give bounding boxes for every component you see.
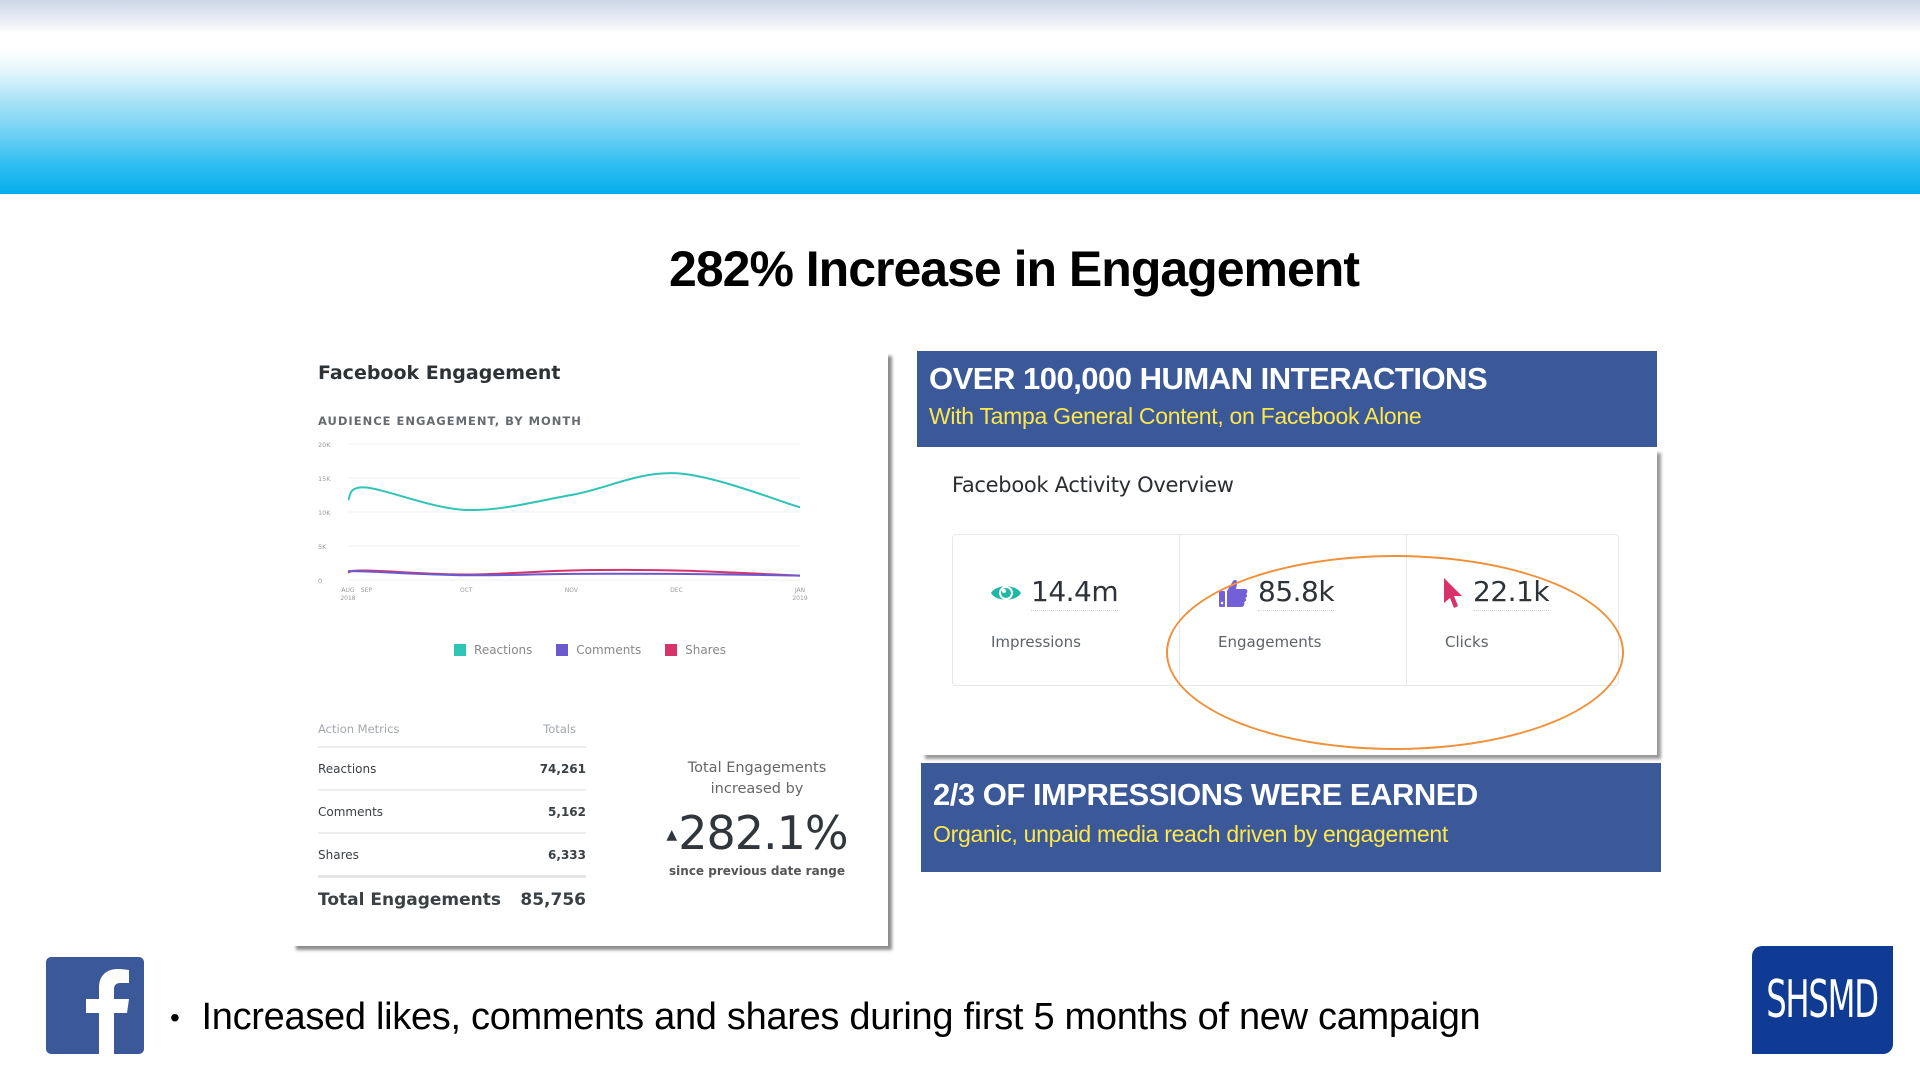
increase-label-line1: Total Engagements <box>687 760 827 776</box>
x-tick-label: DEC <box>670 587 683 594</box>
column-header-totals: Totals <box>543 722 576 736</box>
card-title: Facebook Engagement <box>318 362 561 384</box>
interactions-banner: OVER 100,000 HUMAN INTERACTIONS With Tam… <box>917 351 1657 447</box>
y-tick-label: 5K <box>318 543 327 551</box>
table-row: Reactions 74,261 <box>318 748 586 791</box>
legend-swatch <box>665 644 678 656</box>
action-metrics-table: Action Metrics Totals Reactions 74,261 C… <box>318 722 586 922</box>
table-header: Action Metrics Totals <box>318 722 586 748</box>
table-row: Shares 6,333 <box>318 834 586 878</box>
up-arrow-icon: ▲ <box>666 827 677 843</box>
y-tick-label: 15K <box>318 475 331 483</box>
column-header-metric: Action Metrics <box>318 722 400 736</box>
y-tick-label: 20K <box>318 441 331 449</box>
stat-engagements: 85.8k Engagements <box>1180 535 1407 685</box>
bullet-icon: • <box>170 1001 180 1033</box>
x-tick-label-year: 2019 <box>792 595 807 602</box>
stat-impressions: 14.4m Impressions <box>953 535 1180 685</box>
increase-label-line2: increased by <box>710 781 804 797</box>
bullet-point: • Increased likes, comments and shares d… <box>170 996 1481 1039</box>
stat-row: 22.1k <box>1441 575 1550 611</box>
banner-headline: 2/3 OF IMPRESSIONS WERE EARNED <box>933 777 1478 812</box>
banner-subline: Organic, unpaid media reach driven by en… <box>933 821 1448 847</box>
series-line-reactions <box>347 472 801 512</box>
row-label: Comments <box>318 804 384 819</box>
legend-item-shares: Shares <box>665 643 726 657</box>
increase-value: 282.1% <box>678 806 848 860</box>
x-tick-label: OCT <box>460 587 473 594</box>
legend-item-reactions: Reactions <box>454 643 532 657</box>
thumbs-up-icon <box>1216 576 1250 610</box>
increase-summary: Total Engagements increased by ▲ 282.1% … <box>632 758 882 878</box>
stat-label: Engagements <box>1218 633 1322 651</box>
stat-row: 14.4m <box>989 575 1119 611</box>
legend-item-comments: Comments <box>556 643 641 657</box>
activity-title: Facebook Activity Overview <box>952 473 1234 497</box>
bullet-text: Increased likes, comments and shares dur… <box>201 996 1481 1038</box>
stat-row: 85.8k <box>1216 575 1335 611</box>
slide-title: 282% Increase in Engagement <box>669 241 1360 297</box>
table-total-row: Total Engagements 85,756 <box>318 878 586 922</box>
total-label: Total Engagements <box>318 890 502 910</box>
stat-value: 14.4m <box>1031 575 1119 611</box>
earned-impressions-banner: 2/3 OF IMPRESSIONS WERE EARNED Organic, … <box>921 763 1661 872</box>
x-tick-label-year: 2018 <box>340 595 355 602</box>
legend-swatch <box>556 644 569 656</box>
increase-value-row: ▲ 282.1% <box>632 806 882 860</box>
x-tick-label: NOV <box>565 587 579 594</box>
shsmd-logo: SHSMD <box>1752 946 1893 1054</box>
facebook-engagement-card: Facebook Engagement AUDIENCE ENGAGEMENT,… <box>292 352 888 946</box>
x-tick-label: AUG <box>341 587 354 594</box>
eye-icon <box>989 576 1023 610</box>
activity-stats-grid: 14.4m Impressions 85.8k Engagements 22.1… <box>952 534 1619 686</box>
stat-value: 22.1k <box>1473 575 1550 611</box>
row-value: 5,162 <box>548 804 586 819</box>
y-tick-label: 10K <box>318 509 331 517</box>
stat-label: Clicks <box>1445 633 1489 651</box>
chart-legend: Reactions Comments Shares <box>292 643 888 659</box>
facebook-f-glyph <box>86 969 129 1054</box>
legend-label: Shares <box>685 643 726 657</box>
x-tick-label: JAN <box>794 587 805 594</box>
banner-headline: OVER 100,000 HUMAN INTERACTIONS <box>929 361 1488 396</box>
total-value: 85,756 <box>520 890 586 910</box>
legend-label: Reactions <box>474 643 533 657</box>
banner-subline: With Tampa General Content, on Facebook … <box>929 403 1422 429</box>
table-row: Comments 5,162 <box>318 791 586 834</box>
row-value: 74,261 <box>539 761 586 776</box>
facebook-activity-overview-card: Facebook Activity Overview 14.4m Impress… <box>921 449 1657 755</box>
y-tick-label: 0 <box>318 577 322 585</box>
legend-swatch <box>454 644 467 656</box>
row-label: Shares <box>318 847 359 862</box>
x-tick-label: SEP <box>361 587 373 594</box>
header-gradient-band <box>0 0 1920 194</box>
facebook-logo-icon: f <box>46 957 144 1054</box>
stat-clicks: 22.1k Clicks <box>1407 535 1618 685</box>
stat-value: 85.8k <box>1258 575 1335 611</box>
row-value: 6,333 <box>548 847 586 862</box>
cursor-icon <box>1441 576 1465 610</box>
stat-label: Impressions <box>991 633 1081 651</box>
increase-caption: since previous date range <box>669 864 845 878</box>
row-label: Reactions <box>318 761 377 776</box>
shsmd-logo-text: SHSMD <box>1766 970 1880 1030</box>
legend-label: Comments <box>576 643 642 657</box>
chart-subtitle: AUDIENCE ENGAGEMENT, BY MONTH <box>318 414 582 428</box>
